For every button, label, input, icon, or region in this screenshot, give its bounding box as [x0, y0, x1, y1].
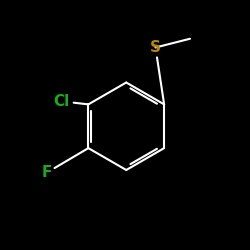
- Text: Cl: Cl: [53, 94, 70, 109]
- Text: S: S: [150, 40, 161, 55]
- Text: F: F: [42, 165, 52, 180]
